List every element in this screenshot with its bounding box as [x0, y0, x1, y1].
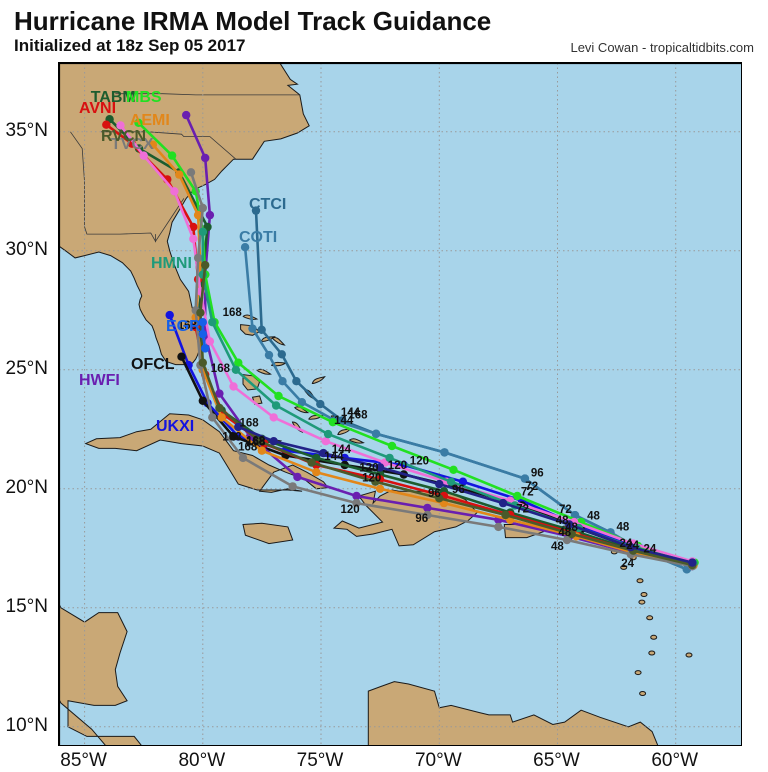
svg-text:UKXI: UKXI [156, 418, 194, 435]
svg-text:96: 96 [428, 488, 441, 500]
svg-text:AEMI: AEMI [130, 112, 170, 129]
svg-text:48: 48 [558, 527, 571, 539]
svg-text:MBS: MBS [126, 89, 162, 106]
svg-text:48: 48 [617, 521, 630, 533]
svg-text:HWFI: HWFI [79, 372, 120, 389]
svg-text:96: 96 [531, 468, 544, 480]
svg-text:24: 24 [644, 544, 657, 556]
svg-text:HMNI: HMNI [151, 255, 192, 272]
svg-text:RVCN: RVCN [101, 128, 146, 145]
svg-text:120: 120 [388, 460, 407, 472]
svg-text:144: 144 [332, 444, 352, 456]
svg-text:AVNI: AVNI [79, 100, 116, 117]
svg-text:OFCL: OFCL [131, 356, 175, 373]
svg-text:COTI: COTI [239, 229, 277, 246]
svg-text:72: 72 [521, 487, 534, 499]
svg-text:144: 144 [334, 415, 354, 427]
svg-text:168: 168 [223, 307, 243, 319]
svg-text:168: 168 [246, 436, 266, 448]
svg-text:24: 24 [620, 538, 633, 550]
svg-text:96: 96 [415, 513, 428, 525]
svg-text:120: 120 [341, 504, 360, 516]
svg-text:48: 48 [551, 541, 564, 553]
svg-text:96: 96 [452, 484, 465, 496]
svg-text:120: 120 [410, 456, 429, 468]
svg-text:168: 168 [211, 363, 231, 375]
svg-text:72: 72 [516, 504, 529, 516]
svg-text:120: 120 [359, 463, 378, 475]
svg-text:24: 24 [621, 558, 634, 570]
svg-text:CTCI: CTCI [249, 196, 286, 213]
svg-text:168: 168 [240, 418, 260, 430]
svg-text:48: 48 [587, 510, 600, 522]
svg-text:48: 48 [556, 515, 569, 527]
svg-text:EGRI: EGRI [166, 318, 205, 335]
